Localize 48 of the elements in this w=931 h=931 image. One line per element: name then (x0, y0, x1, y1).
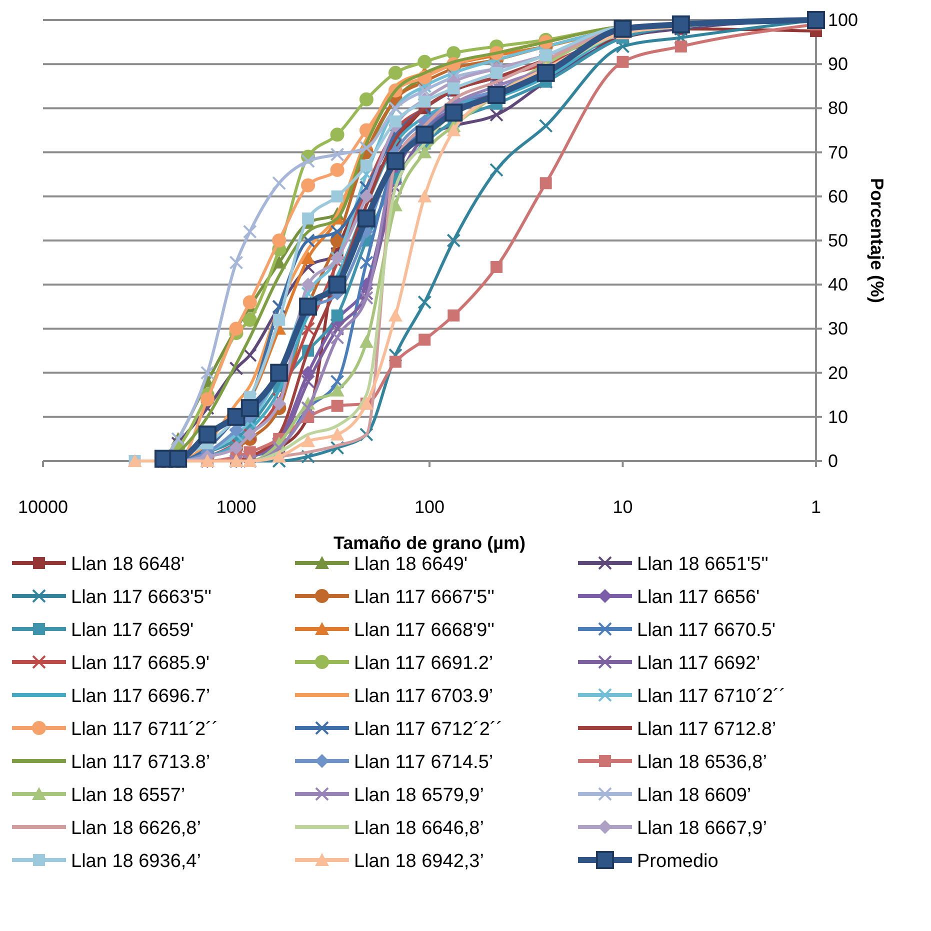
legend-label: Llan 117 6714.5’ (354, 752, 494, 773)
legend-label: Llan 18 6651'5'' (637, 554, 768, 575)
x-tick-label: 1 (810, 497, 822, 517)
legend-label: Llan 117 6670.5' (637, 620, 776, 641)
legend-label: Llan 117 6667'5'' (354, 587, 494, 608)
legend-label: Llan 117 6659' (71, 620, 194, 641)
legend-label: Llan 18 6626,8’ (71, 818, 201, 839)
legend-label: Llan 18 6648' (71, 554, 185, 575)
x-tick-label: 100 (414, 497, 445, 517)
legend-label: Llan 117 6712.8’ (637, 719, 776, 740)
x-tick-label: 1000 (216, 497, 256, 517)
legend-label: Llan 117 6711´2´´ (71, 719, 218, 740)
legend-label: Llan 18 6942,3’ (354, 851, 484, 872)
legend-label: Llan 18 6667,9’ (637, 818, 767, 839)
x-tick-label: 10000 (18, 497, 68, 517)
y-tick-label: 50 (828, 230, 848, 250)
y-tick-label: 0 (828, 451, 838, 471)
legend-label: Llan 117 6685.9' (71, 653, 210, 674)
legend-label: Llan 18 6557’ (71, 785, 186, 806)
legend-label: Llan 18 6936,4’ (71, 851, 201, 872)
legend-label: Llan 117 6692’ (637, 653, 760, 674)
legend-label: Llan 117 6713.8’ (71, 752, 210, 773)
y-tick-label: 30 (828, 318, 848, 339)
y-tick-label: 70 (828, 142, 848, 162)
y-tick-label: 20 (828, 362, 848, 383)
y-tick-label: 100 (828, 10, 858, 30)
legend-label: Llan 18 6609’ (637, 785, 752, 806)
legend-label: Llan 117 6668'9'' (354, 620, 494, 641)
y-tick-label: 80 (828, 98, 848, 118)
legend-label: Llan 18 6536,8’ (637, 752, 767, 773)
y-tick-label: 40 (828, 274, 848, 295)
legend-label: Llan 117 6710´2´´ (637, 686, 786, 707)
legend-label: Llan 117 6703.9’ (354, 686, 494, 707)
legend-label: Llan 18 6646,8’ (354, 818, 484, 839)
legend-label: Llan 117 6663'5'' (71, 587, 212, 608)
x-tick-label: 10 (612, 497, 633, 517)
x-axis-title: Tamaño de grano (µm) (333, 533, 526, 553)
y-axis-title: Porcentaje (%) (867, 178, 887, 304)
y-tick-label: 10 (828, 406, 848, 427)
y-tick-label: 60 (828, 186, 848, 206)
legend-label: Llan 18 6649' (354, 554, 468, 575)
legend-label: Llan 117 6656' (637, 587, 760, 608)
y-tick-label: 90 (828, 54, 848, 74)
legend-label: Promedio (637, 851, 718, 872)
legend-label: Llan 117 6696.7’ (71, 686, 210, 707)
legend-label: Llan 117 6691.2’ (354, 653, 494, 674)
legend-label: Llan 18 6579,9’ (354, 785, 484, 806)
legend-label: Llan 117 6712´2´´ (354, 719, 503, 740)
